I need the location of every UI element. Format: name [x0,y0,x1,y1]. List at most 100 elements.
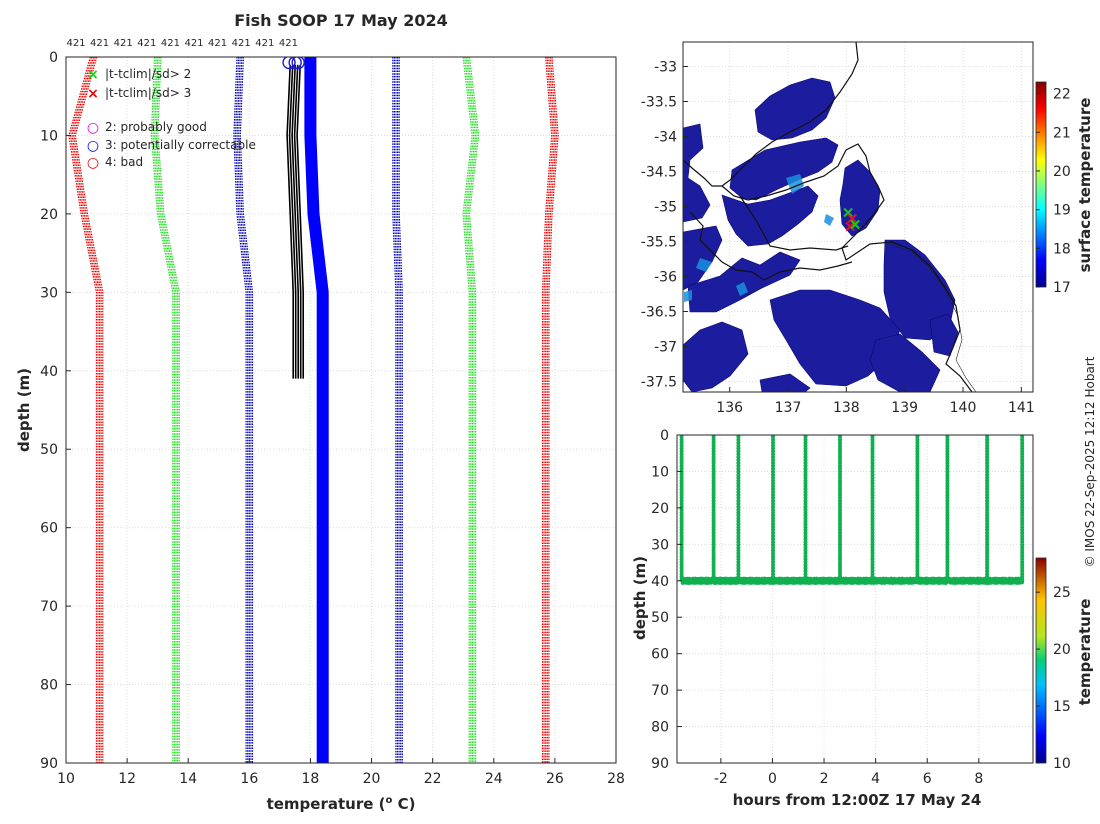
map-y-tick-label: -37 [654,340,677,356]
data-point [838,536,842,541]
data-point [985,469,990,474]
data-point [945,496,950,500]
data-point [803,516,808,521]
data-point [679,446,684,451]
data-point [945,522,950,527]
data-point [838,461,842,466]
data-point [838,522,842,527]
data-point [1020,443,1025,448]
data-point [985,551,990,556]
profile-x-tick-label: 12 [118,771,136,787]
map-x-tick-label: 137 [775,400,802,416]
data-point [771,449,775,454]
data-point [736,519,741,524]
profile-series [68,57,559,763]
data-point [771,548,775,553]
data-point [1020,548,1025,553]
data-point [679,534,684,538]
climatology-line [395,57,400,763]
data-point [870,531,875,535]
data-point [736,563,741,568]
top-label: 421 [137,38,156,49]
data-point [915,519,920,524]
data-point [803,528,808,533]
data-point [803,496,808,500]
profile-x-tick-label: 20 [363,771,381,787]
data-point [838,516,842,521]
data-point [711,484,716,489]
data-point [736,487,741,492]
profile-y-tick-label: 0 [49,50,58,66]
data-point [1020,542,1025,547]
data-point [870,449,875,454]
data-point [771,455,775,460]
profile-series-profiles [286,64,305,379]
data-point [1020,563,1025,568]
timeseries-x-tick-label: 4 [871,771,880,787]
data-point [870,539,875,544]
data-point [915,516,920,521]
legend-label: |t-tclim|/sd> 3 [105,86,191,100]
flag-marker [291,57,305,70]
data-point [679,437,684,442]
data-point [838,551,842,556]
data-point [870,475,875,480]
data-point [736,458,741,463]
data-point [985,484,990,489]
data-point [985,437,990,442]
flag-marker [288,57,302,70]
map-y-tick-label: -35.5 [641,235,677,251]
data-point [736,528,741,533]
data-point [679,557,684,562]
data-point [838,513,842,518]
data-point [1020,458,1025,463]
data-point [679,493,684,498]
data-point [1020,478,1025,483]
data-point [803,536,808,541]
data-point [679,510,684,515]
data-point [870,548,875,553]
data-point [985,510,990,515]
data-point [838,437,842,442]
data-point [679,501,684,506]
data-point [803,449,808,454]
data-point [711,513,716,518]
timeseries-y-tick-label: 50 [651,610,669,626]
data-point [711,466,716,471]
top-label: 421 [208,38,227,49]
data-point [1020,507,1025,512]
data-point [985,554,990,559]
data-point [771,551,775,556]
data-point [838,519,842,524]
data-point [736,501,741,506]
data-point [803,472,808,477]
top-label: 421 [161,38,180,49]
profile-legend: × |t-tclim|/sd> 2 × |t-tclim|/sd> 3 ○ 2: prob… [87,67,256,171]
data-point [679,481,684,486]
data-point [945,458,950,463]
data-point [870,472,875,477]
data-point [985,563,990,568]
data-point [736,446,741,451]
coastline-detail [889,243,977,392]
data-point [736,499,741,503]
map-y-tick-label: -33.5 [641,95,677,111]
data-point [915,557,920,562]
profile-x-tick-label: 26 [546,771,564,787]
data-point [838,554,842,559]
timeseries-colorbar-tick-label: 20 [1053,642,1071,658]
data-point [870,484,875,489]
data-point [771,443,775,448]
profile-trace [293,64,302,379]
legend-marker: ○ [87,138,99,154]
data-point [711,501,716,506]
data-point [838,548,842,553]
data-point [915,490,920,495]
data-point [870,554,875,559]
data-point [711,478,716,483]
timeseries-y-tick-label: 40 [651,574,669,590]
map-y-tick-label: -36 [654,270,677,286]
data-point [985,443,990,448]
data-point [736,534,741,538]
data-point [838,440,842,445]
